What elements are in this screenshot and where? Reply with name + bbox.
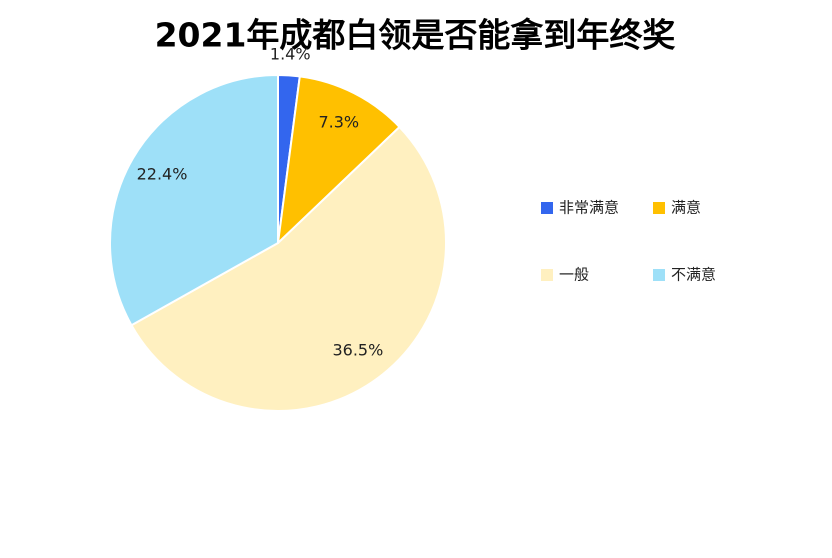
legend-swatch [653, 202, 665, 214]
legend-swatch [541, 202, 553, 214]
data-label: 36.5% [332, 341, 383, 360]
chart-title: 2021年成都白领是否能拿到年终奖 [155, 16, 676, 55]
data-label: 1.4% [270, 45, 311, 64]
data-label: 22.4% [137, 165, 188, 184]
pie-slice [109, 73, 279, 327]
legend-swatch [653, 269, 665, 281]
data-label: 7.3% [318, 113, 359, 132]
pie-slice [276, 75, 401, 246]
legend-label: 不满意 [671, 266, 716, 284]
legend-swatch [541, 269, 553, 281]
legend-label: 非常满意 [559, 199, 619, 217]
pie-slice [130, 125, 447, 412]
legend-label: 满意 [671, 199, 701, 217]
legend-label: 一般 [559, 266, 589, 284]
